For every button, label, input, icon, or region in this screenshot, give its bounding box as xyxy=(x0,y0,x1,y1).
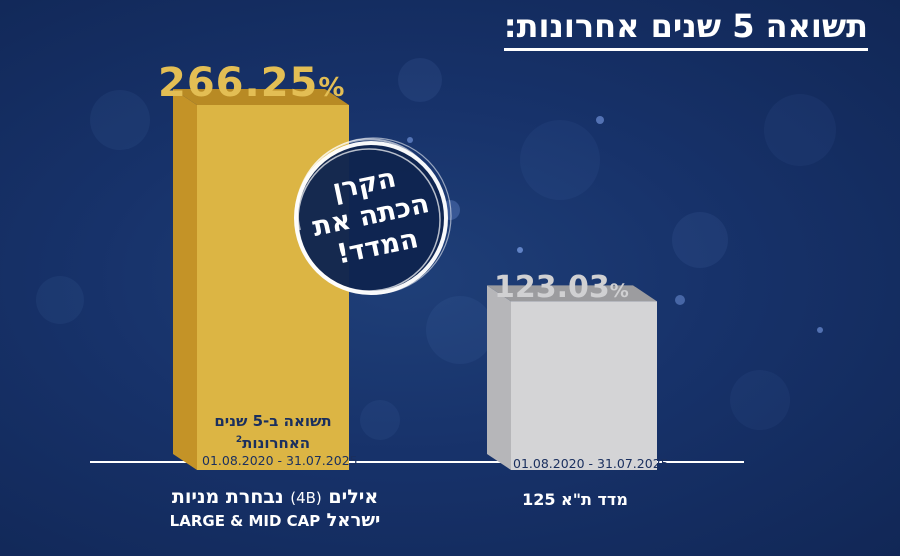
bokeh-dot xyxy=(520,120,600,200)
fund-label-line-1: אילים (4B) נבחרת מניות xyxy=(140,485,410,510)
footnote-marker: 2 xyxy=(235,435,243,445)
bokeh-dot xyxy=(675,295,685,305)
fund-name: אילים xyxy=(328,486,379,508)
bokeh-dot xyxy=(596,116,604,124)
bokeh-dot xyxy=(360,400,400,440)
bar-side-face xyxy=(173,89,197,470)
stamp-circle xyxy=(294,137,452,295)
bokeh-dot xyxy=(730,370,790,430)
value-number: 123.03 xyxy=(494,270,610,305)
page-title: תשואה 5 שנים אחרונות: xyxy=(503,6,868,51)
value-label-index: 123.03% xyxy=(494,270,629,305)
value-percent: % xyxy=(318,73,345,103)
bokeh-dot xyxy=(426,296,494,364)
value-percent: % xyxy=(609,280,629,302)
fund-code: (4B) xyxy=(290,489,322,507)
fund-inner-text: תשואה ב-5 שנים האחרונות2 xyxy=(198,412,348,453)
bar-front-face xyxy=(511,301,657,470)
bokeh-dot xyxy=(672,212,728,268)
inner-line-2-wrap: האחרונות2 xyxy=(198,431,348,453)
fund-country: ישראל xyxy=(326,510,381,531)
bokeh-dot xyxy=(407,137,413,143)
bar-side-face xyxy=(487,285,511,470)
category-label-fund: אילים (4B) נבחרת מניות ישראל LARGE & MID… xyxy=(140,485,410,532)
category-label-index: מדד ת"א 125 xyxy=(522,490,628,509)
bokeh-dot xyxy=(817,327,823,333)
index-period: 01.08.2020 - 31.07.2025 xyxy=(513,456,669,471)
bar-top-face xyxy=(173,89,349,105)
bokeh-dot xyxy=(90,90,150,150)
bar-index xyxy=(487,285,657,470)
bokeh-dot xyxy=(398,58,442,102)
fund-label-line-2: ישראל LARGE & MID CAP xyxy=(140,510,410,532)
bokeh-dot xyxy=(36,276,84,324)
value-number: 266.25 xyxy=(158,60,319,106)
fund-period: 01.08.2020 - 31.07.2025 xyxy=(202,453,358,468)
inner-line-2: האחרונות xyxy=(242,434,311,452)
value-label-fund: 266.25% xyxy=(158,60,344,106)
bokeh-dot xyxy=(764,94,836,166)
bokeh-dot xyxy=(517,247,523,253)
fund-type: נבחרת מניות xyxy=(171,486,284,508)
fund-cap: LARGE & MID CAP xyxy=(169,512,321,530)
bar-top-face xyxy=(487,285,657,302)
inner-line-1: תשואה ב-5 שנים xyxy=(214,412,332,430)
